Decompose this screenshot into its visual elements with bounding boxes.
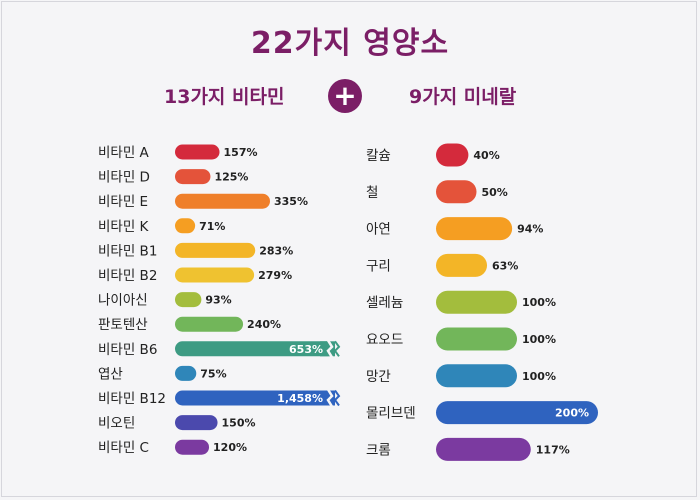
vitamin-value-label: 283% [259,244,293,257]
vitamin-bar [175,439,210,455]
vitamin-value-label: 653% [289,343,323,356]
vitamin-label: 비타민 K [98,219,150,235]
vitamin-bar [175,341,335,357]
vitamin-value-label: 75% [200,367,226,380]
mineral-value-label: 200% [555,407,589,420]
mineral-bar [436,364,517,388]
vitamin-bar [175,218,196,234]
vitamin-label: 비타민 D [98,170,150,186]
vitamin-bar [175,144,220,160]
minerals-subtitle: 9가지 미네랄 [409,86,517,108]
mineral-label: 철 [366,185,378,201]
vitamin-label: 비타민 C [98,440,149,456]
vitamin-label: 비타민 A [98,145,150,161]
vitamin-label: 비타민 B1 [98,243,157,259]
vitamin-value-label: 71% [199,220,225,233]
mineral-bar [436,253,488,277]
mineral-value-label: 94% [517,223,543,236]
vitamin-bar [175,292,202,308]
mineral-value-label: 100% [522,370,556,383]
mineral-label: 망간 [366,369,391,385]
vitamin-bar [175,316,244,332]
vitamin-bar [175,415,218,431]
mineral-bar [436,180,477,204]
vitamins-subtitle: 13가지 비타민 [164,86,285,108]
mineral-value-label: 100% [522,296,556,309]
vitamin-value-label: 157% [224,146,258,159]
vitamin-label: 판토텐산 [98,317,148,333]
vitamin-label: 나이아신 [98,293,148,309]
axis-break-mark [326,339,334,358]
vitamin-label: 비타민 B2 [98,268,157,284]
mineral-label: 크롬 [366,442,391,458]
mineral-bar [436,143,469,167]
vitamin-label: 엽산 [98,366,123,382]
mineral-bar [436,327,517,351]
vitamin-value-label: 93% [205,294,231,307]
vitamin-label: 비타민 B12 [98,391,166,407]
vitamin-bar [175,193,270,209]
axis-break-mark [326,388,334,408]
mineral-value-label: 117% [536,443,570,456]
mineral-value-label: 63% [492,259,518,272]
mineral-value-label: 40% [473,149,499,162]
vitamin-bar [175,267,255,283]
axis-break-tail [333,340,341,357]
vitamin-bar [175,390,335,406]
vitamin-bar [175,169,211,185]
mineral-label: 구리 [366,258,391,274]
vitamin-value-label: 335% [274,195,308,208]
mineral-label: 아연 [366,222,391,238]
vitamin-value-label: 150% [222,417,256,430]
mineral-bar [436,401,598,425]
vitamin-value-label: 120% [213,441,247,454]
vitamin-bar [175,365,197,381]
mineral-label: 칼슘 [366,148,391,164]
vitamin-bar [175,242,256,258]
mineral-label: 셀레늄 [366,295,403,311]
vitamin-value-label: 125% [214,171,248,184]
vitamin-label: 비타민 E [98,194,148,210]
vitamin-value-label: 279% [258,269,292,282]
vitamin-label: 비타민 B6 [98,342,157,358]
vitamin-value-label: 1,458% [277,392,323,405]
vitamin-value-label: 240% [247,318,281,331]
mineral-label: 몰리브덴 [366,406,416,422]
mineral-bar [436,290,517,314]
axis-break-tail [333,389,341,407]
page-title: 22가지 영양소 [250,26,450,61]
mineral-bar [436,217,513,241]
plus-icon: + [328,79,362,113]
mineral-value-label: 100% [522,333,556,346]
mineral-label: 요오드 [366,332,403,348]
mineral-bar [436,437,531,461]
vitamin-label: 비오틴 [98,416,135,432]
mineral-value-label: 50% [482,186,508,199]
